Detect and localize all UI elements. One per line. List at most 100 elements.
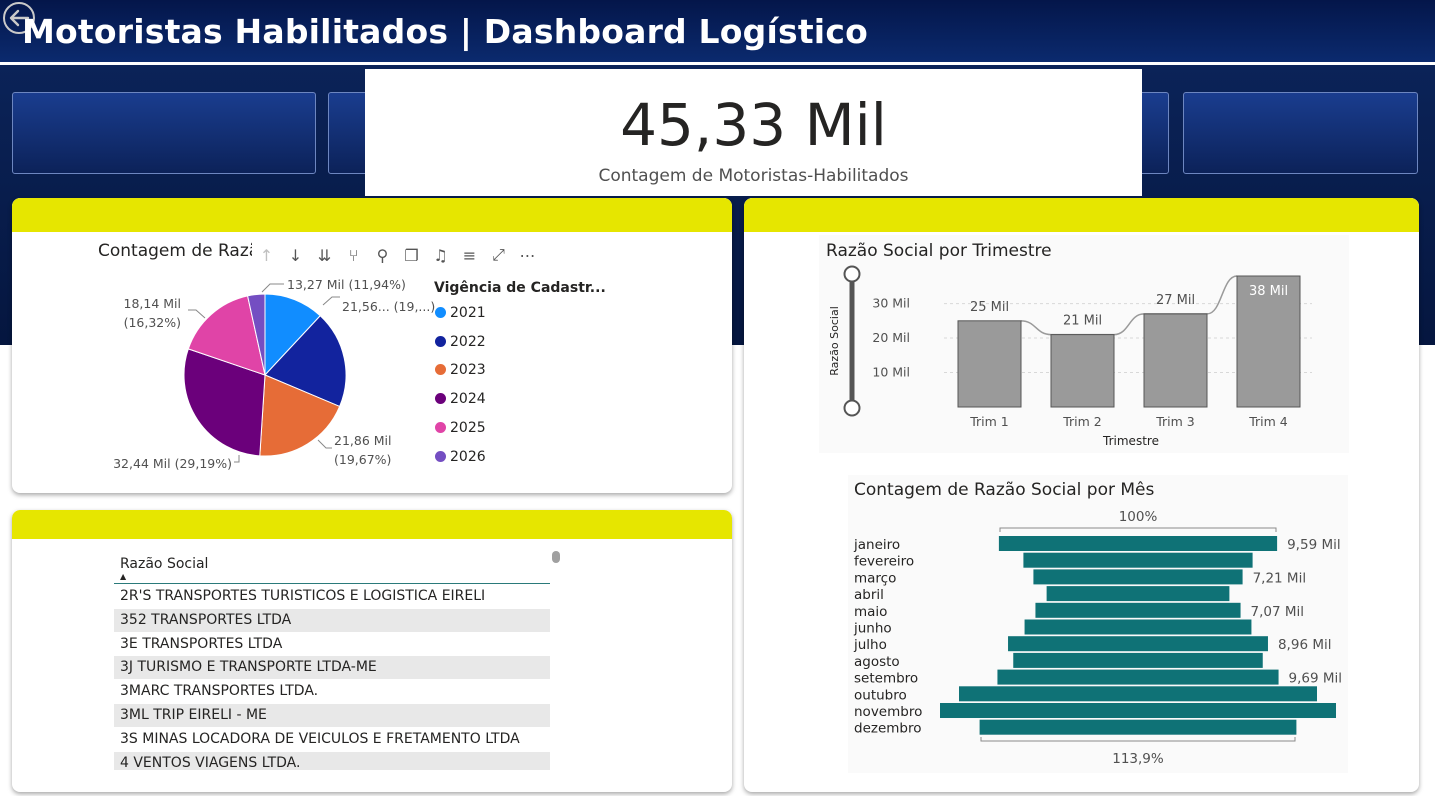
mes-bar-fevereiro[interactable] [1023, 552, 1253, 568]
arrow-up-icon[interactable]: ↑ [259, 245, 274, 265]
trimestre-bar-trim-1[interactable] [957, 320, 1022, 408]
trimestre-x-tick-label: Trim 3 [1155, 414, 1195, 429]
zoom-slider-bottom-handle[interactable] [843, 399, 861, 417]
legend-label: 2023 [450, 362, 486, 379]
visual-toolbar: ↑ ↓ ⇊ ⑂ ⚲ ❐ ♫ ≡ ⤢ ⋯ [252, 240, 602, 270]
mes-bar-março[interactable] [1033, 569, 1243, 585]
mes-category-label: outubro [854, 687, 907, 703]
pin-icon[interactable]: ⚲ [376, 245, 389, 265]
kpi-tile-4[interactable] [1183, 92, 1418, 174]
mes-bar-janeiro[interactable] [998, 536, 1278, 551]
mes-bar-agosto[interactable] [1013, 652, 1263, 668]
trimestre-bar-trim-3[interactable] [1143, 313, 1208, 408]
pie-slice-2024[interactable] [183, 348, 266, 457]
mes-category-label: abril [854, 587, 884, 603]
pie-slice-2022[interactable] [264, 315, 347, 408]
mes-category-label: novembro [854, 704, 922, 720]
mes-bar-setembro[interactable] [997, 669, 1279, 685]
kpi-card-motoristas[interactable]: 45,33 Mil Contagem de Motoristas-Habilit… [365, 69, 1142, 196]
razao-social-table[interactable]: Razão Social ▲ 2R'S TRANSPORTES TURISTIC… [114, 548, 564, 770]
double-arrow-down-icon[interactable]: ⇊ [317, 245, 332, 265]
table-header-divider [114, 583, 550, 584]
sort-ascending-icon[interactable]: ▲ [120, 572, 127, 581]
right-panel-header [744, 198, 1419, 232]
table-row[interactable]: 3J TURISMO E TRANSPORTE LTDA-ME [114, 656, 550, 680]
bell-icon[interactable]: ♫ [433, 245, 448, 265]
table-header-razao-social[interactable]: Razão Social [120, 556, 209, 572]
trimestre-x-tick-label: Trim 2 [1062, 414, 1102, 429]
table-row[interactable]: 3ML TRIP EIRELI - ME [114, 704, 550, 727]
header-bar [0, 0, 1435, 62]
pie-label-2025-value: 18,14 Mil [124, 296, 182, 311]
kpi-tile-1[interactable] [12, 92, 316, 174]
legend-dot-icon [435, 307, 446, 318]
legend-item-2021[interactable]: 2021 [435, 305, 486, 321]
header-divider [0, 62, 1435, 65]
mes-category-label: agosto [854, 654, 900, 670]
pie-slice-2023[interactable] [259, 374, 341, 457]
legend-item-2023[interactable]: 2023 [435, 362, 486, 378]
page-title: Motoristas Habilitados | Dashboard Logís… [22, 12, 868, 51]
pie-label-2025-pct: (16,32%) [124, 315, 181, 330]
pie-label-2023-pct: (19,67%) [334, 452, 391, 467]
filter-icon[interactable]: ≡ [462, 245, 477, 265]
table-scrollbar[interactable] [552, 551, 560, 563]
mes-bar-junho[interactable] [1024, 619, 1252, 635]
mes-bottom-label: 113,9% [1112, 751, 1164, 767]
pie-label-2024: 32,44 Mil (29,19%) [113, 456, 232, 471]
back-arrow-icon[interactable] [2, 1, 36, 35]
mes-bar-julho[interactable] [1008, 636, 1268, 652]
kpi-value: 45,33 Mil [620, 91, 887, 159]
mes-data-label: 9,59 Mil [1287, 537, 1341, 553]
trimestre-y-axis-label: Razão Social [828, 306, 841, 376]
pie-slice-2026[interactable] [246, 293, 266, 376]
mes-bar-outubro[interactable] [959, 686, 1317, 702]
mes-bar-dezembro[interactable] [979, 719, 1297, 735]
mes-category-label: maio [854, 604, 887, 620]
legend-item-2022[interactable]: 2022 [435, 334, 486, 350]
pie-leader-2021 [261, 283, 284, 293]
mes-data-label: 7,21 Mil [1253, 570, 1307, 586]
more-options-icon[interactable]: ⋯ [519, 245, 536, 265]
table-row[interactable]: 3E TRANSPORTES LTDA [120, 635, 283, 652]
table-row[interactable]: 2R'S TRANSPORTES TURISTICOS E LOGISTICA … [120, 588, 486, 604]
trimestre-bar-trim-4[interactable] [1236, 275, 1301, 408]
table-row[interactable]: 3MARC TRANSPORTES LTDA. [120, 683, 319, 700]
table-row[interactable]: 352 TRANSPORTES LTDA [114, 608, 550, 632]
focus-mode-icon[interactable]: ⤢ [492, 245, 505, 264]
pie-slice-2025[interactable] [187, 295, 266, 376]
legend-label: 2022 [450, 333, 486, 350]
mes-bar-maio[interactable] [1035, 602, 1241, 618]
mes-category-label: setembro [854, 671, 918, 687]
trimestre-ribbon [1020, 275, 1238, 336]
arrow-down-icon[interactable]: ↓ [288, 245, 303, 265]
legend-item-2024[interactable]: 2024 [435, 391, 486, 407]
pie-slice-2021[interactable] [264, 293, 321, 377]
mes-category-label: fevereiro [854, 554, 914, 570]
table-row[interactable]: 4 VENTOS VIAGENS LTDA. [114, 751, 550, 770]
zoom-slider-top-handle[interactable] [843, 265, 861, 283]
legend-dot-icon [435, 364, 446, 376]
pie-leader-2022 [322, 296, 340, 306]
trimestre-data-label: 21 Mil [1063, 314, 1102, 329]
table-panel-header [12, 510, 732, 539]
mes-bottom-bracket [980, 737, 1296, 742]
pie-leader-2023 [317, 439, 332, 449]
table-row[interactable]: 3S MINAS LOCADORA DE VEICULOS E FRETAMEN… [120, 730, 520, 747]
legend-item-2025[interactable]: 2025 [435, 420, 486, 436]
legend-label: 2024 [450, 391, 486, 408]
mes-bar-abril[interactable] [1046, 586, 1230, 602]
legend-dot-icon [435, 393, 446, 405]
legend-dot-icon [435, 335, 446, 347]
kpi-label: Contagem de Motoristas-Habilitados [598, 166, 909, 186]
copy-icon[interactable]: ❐ [404, 245, 419, 265]
mes-bar-novembro[interactable] [940, 703, 1336, 718]
expand-hierarchy-icon[interactable]: ⑂ [348, 245, 359, 265]
legend-item-2026[interactable]: 2026 [435, 449, 486, 465]
trimestre-y-tick-label: 30 Mil [872, 296, 910, 311]
zoom-slider[interactable] [843, 265, 861, 417]
mes-category-label: março [854, 570, 896, 586]
trimestre-bar-trim-2[interactable] [1050, 334, 1115, 408]
